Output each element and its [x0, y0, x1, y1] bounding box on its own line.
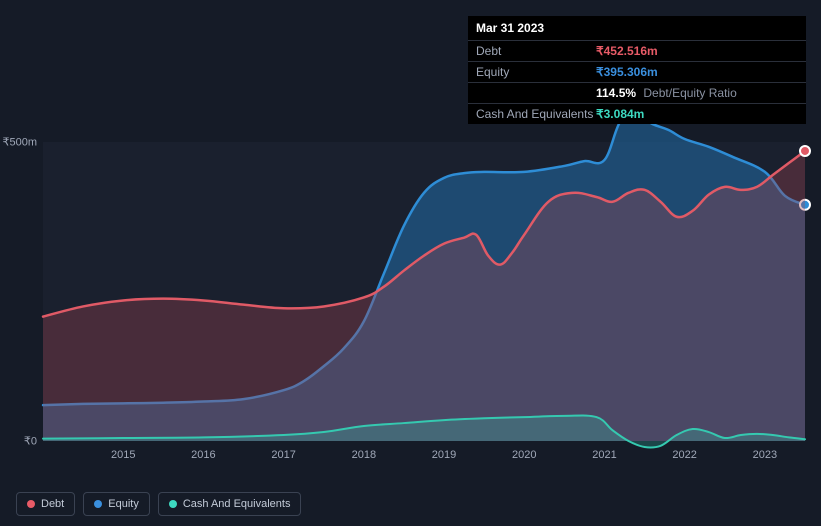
chart-plot-area: [43, 142, 805, 451]
tooltip-row: Cash And Equivalents₹3.084m: [468, 104, 806, 124]
chart-tooltip: Mar 31 2023 Debt₹452.516mEquity₹395.306m…: [468, 16, 806, 124]
y-tick-label: ₹0: [24, 435, 37, 448]
tooltip-row: 114.5% Debt/Equity Ratio: [468, 83, 806, 104]
tooltip-value: ₹395.306m: [596, 66, 658, 78]
tooltip-label: Cash And Equivalents: [476, 108, 596, 120]
legend-label: Cash And Equivalents: [183, 498, 291, 510]
tooltip-value: ₹452.516m: [596, 45, 658, 57]
legend-swatch-icon: [94, 500, 102, 508]
legend-label: Equity: [108, 498, 139, 510]
tooltip-label: Equity: [476, 66, 596, 78]
tooltip-value: 114.5% Debt/Equity Ratio: [596, 87, 737, 99]
tooltip-label: Debt: [476, 45, 596, 57]
legend-swatch-icon: [27, 500, 35, 508]
legend-item[interactable]: Equity: [83, 492, 150, 516]
legend-item[interactable]: Debt: [16, 492, 75, 516]
chart-legend: Debt Equity Cash And Equivalents: [16, 492, 301, 516]
legend-item[interactable]: Cash And Equivalents: [158, 492, 302, 516]
tooltip-sub: Debt/Equity Ratio: [640, 86, 737, 100]
legend-label: Debt: [41, 498, 64, 510]
tooltip-label: [476, 87, 596, 99]
tooltip-date: Mar 31 2023: [468, 16, 806, 41]
tooltip-row: Equity₹395.306m: [468, 62, 806, 83]
y-tick-label: ₹500m: [2, 136, 37, 149]
legend-swatch-icon: [169, 500, 177, 508]
tooltip-row: Debt₹452.516m: [468, 41, 806, 62]
tooltip-value: ₹3.084m: [596, 108, 644, 120]
